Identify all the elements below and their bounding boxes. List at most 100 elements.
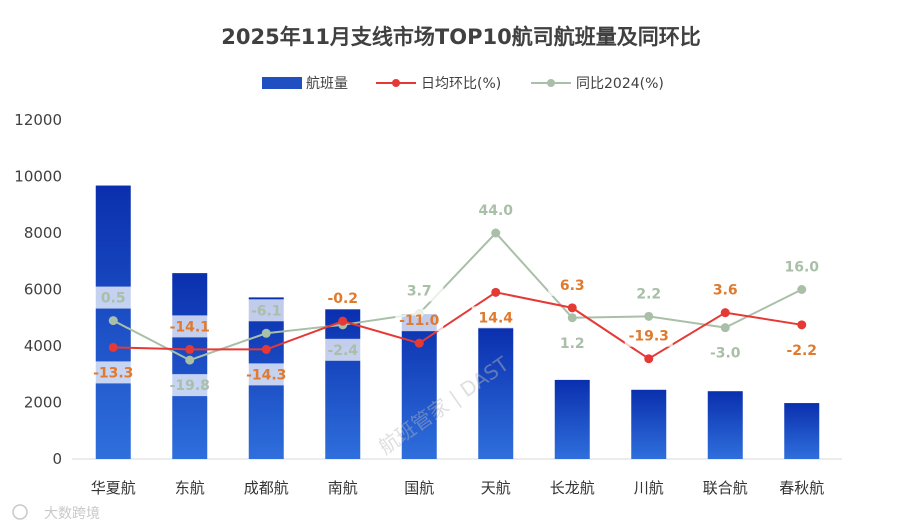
mom-point <box>108 342 118 352</box>
mom-label-bg <box>165 315 214 338</box>
yoy-label: -19.8 <box>170 378 210 394</box>
chart-title: 2025年11月支线市场TOP10航司航班量及同环比 <box>221 25 700 49</box>
bar-series <box>95 185 820 460</box>
mom-label: -13.3 <box>93 365 133 381</box>
mom-point <box>491 287 501 297</box>
mom-label: -19.3 <box>629 329 669 345</box>
mom-point <box>720 308 730 318</box>
yoy-label-bg <box>471 199 520 221</box>
yoy-point <box>491 228 501 238</box>
x-tick-label: 南航 <box>328 479 358 497</box>
corner-brand: 大数跨境 <box>44 506 100 522</box>
y-tick-label: 0 <box>52 450 62 468</box>
yoy-point <box>108 316 118 326</box>
x-tick-label: 东航 <box>175 479 205 497</box>
x-tick-label: 华夏航 <box>91 479 136 497</box>
yoy-point <box>720 323 730 333</box>
mom-label: -11.0 <box>399 313 440 329</box>
yoy-label-bg <box>89 286 138 309</box>
x-tick-label: 长龙航 <box>550 479 595 497</box>
yoy-label-bg <box>318 338 367 361</box>
yoy-point <box>644 311 654 321</box>
yoy-point <box>261 328 271 338</box>
x-tick-label: 川航 <box>634 479 664 497</box>
legend: 航班量 日均环比(%) 同比2024(%) <box>262 76 664 92</box>
yoy-label: 16.0 <box>784 260 819 276</box>
yoy-label: -3.0 <box>710 346 741 362</box>
yoy-label: -2.4 <box>327 343 358 359</box>
y-tick-label: 4000 <box>24 337 62 355</box>
bar <box>784 403 820 459</box>
mom-label: -14.3 <box>246 367 286 383</box>
yoy-line <box>112 231 803 362</box>
bar <box>172 273 208 459</box>
mom-line <box>113 291 802 360</box>
mom-label-bg <box>548 273 597 296</box>
mom-point <box>414 338 424 348</box>
y-tick-label: 6000 <box>24 281 62 299</box>
yoy-label: 44.0 <box>478 203 513 219</box>
bar <box>554 379 590 459</box>
mom-point <box>567 303 577 313</box>
mom-label: -14.1 <box>170 319 210 335</box>
mom-label: 3.6 <box>713 283 738 299</box>
x-tick-label: 成都航 <box>244 479 289 497</box>
mom-label-bg <box>701 278 750 301</box>
mom-label-bg <box>242 363 291 386</box>
mom-label-bg <box>777 338 826 361</box>
yoy-label-bg <box>395 279 444 302</box>
yoy-label-bg <box>165 374 214 397</box>
data-labels: 0.5 -19.8 -6.1 -2.4 3.7 44.0 1.2 2.2 -3.0 16.0 -13… <box>89 199 826 397</box>
mom-label: 6.3 <box>560 278 585 294</box>
legend-mom-label: 日均环比(%) <box>421 76 501 92</box>
yoy-label: 1.2 <box>560 336 585 352</box>
bar <box>478 327 514 459</box>
yoy-point <box>185 355 195 365</box>
y-tick-label: 8000 <box>24 224 62 242</box>
legend-bar-label: 航班量 <box>306 76 348 92</box>
yoy-label-bg <box>624 282 673 305</box>
x-tick-label: 天航 <box>481 479 511 497</box>
y-tick-label: 12000 <box>14 111 62 129</box>
bar <box>707 391 743 459</box>
y-tick-label: 2000 <box>24 394 62 412</box>
x-axis: 华夏航 东航 成都航 南航 国航 天航 长龙航 川航 联合航 春秋航 <box>91 479 825 497</box>
x-tick-label: 春秋航 <box>779 479 824 497</box>
y-axis: 0 2000 4000 6000 8000 10000 12000 <box>14 111 62 468</box>
mom-label-bg <box>471 306 520 329</box>
yoy-label-bg <box>777 255 826 278</box>
yoy-label: 2.2 <box>636 286 661 302</box>
mom-point <box>644 354 654 364</box>
mom-point <box>797 320 807 330</box>
yoy-label: 3.7 <box>407 284 432 300</box>
mom-point <box>261 344 271 354</box>
yoy-point <box>797 285 807 294</box>
bar <box>325 309 361 459</box>
mom-label: -0.2 <box>327 291 358 307</box>
mom-point <box>185 344 195 354</box>
mom-label-bg <box>624 324 673 347</box>
mom-label-bg <box>89 361 138 384</box>
mom-label: -2.2 <box>786 343 817 359</box>
yoy-label-bg <box>701 341 750 364</box>
x-tick-label: 联合航 <box>703 479 748 497</box>
legend-mom-marker <box>392 79 400 87</box>
legend-yoy-marker <box>547 79 555 87</box>
bar <box>631 389 667 459</box>
corner-logo-icon <box>12 504 28 520</box>
y-tick-label: 10000 <box>14 168 62 186</box>
mom-point <box>338 316 348 326</box>
mom-label: 14.4 <box>478 310 513 326</box>
yoy-label-bg <box>242 299 291 322</box>
legend-yoy-label: 同比2024(%) <box>576 76 664 92</box>
x-tick-label: 国航 <box>404 479 434 497</box>
yoy-point <box>567 313 577 323</box>
legend-bar-swatch <box>262 77 302 89</box>
mom-label-bg <box>395 309 444 332</box>
yoy-label: 0.5 <box>101 291 126 307</box>
mom-label-bg <box>318 287 367 310</box>
bar <box>401 314 437 459</box>
yoy-label-bg <box>548 331 597 354</box>
yoy-label: -6.1 <box>251 303 282 319</box>
